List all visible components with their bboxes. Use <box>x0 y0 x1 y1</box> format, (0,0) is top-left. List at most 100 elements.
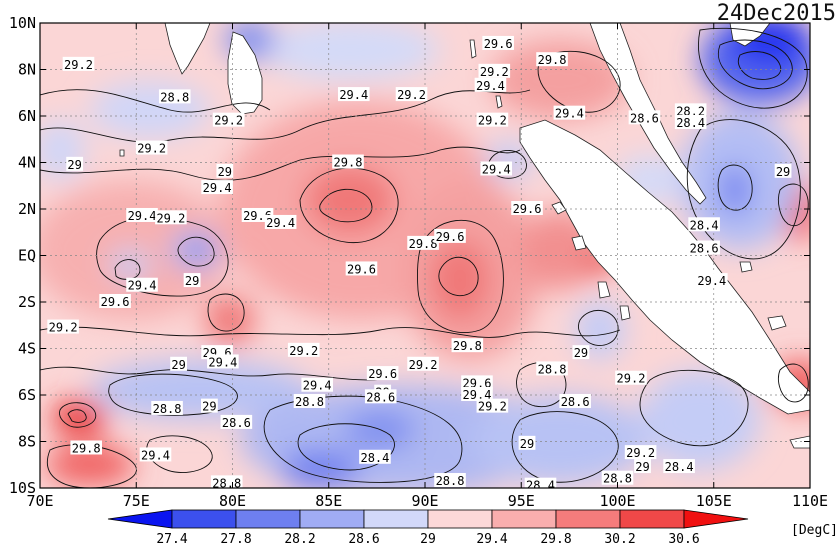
contour-label-bg <box>407 235 439 250</box>
contour-label: 29.2 <box>156 211 185 225</box>
contour-label: 28.4 <box>676 116 705 130</box>
contour-label: 28.4 <box>526 479 555 493</box>
y-tick-label: 2S <box>18 293 36 311</box>
contour-label-bg <box>135 140 168 155</box>
bangka-island <box>767 315 787 331</box>
contour-label: 29.2 <box>397 88 426 102</box>
y-tick-label: 8S <box>18 433 36 451</box>
units-label: [DegC] <box>791 523 838 538</box>
contour-label-bg <box>601 470 634 485</box>
colorbar-level-label: 30.2 <box>604 532 635 545</box>
contour-label: 28.8 <box>603 472 632 486</box>
y-tick-label: 10N <box>9 14 36 32</box>
y-tick-label: 8N <box>18 61 36 79</box>
contour-label-bg <box>366 366 399 381</box>
contour-label-bg <box>615 370 647 385</box>
contour-label: 29.2 <box>626 446 655 460</box>
contour-label-bg <box>47 319 79 334</box>
java-coast <box>789 435 810 449</box>
contour-label: 29.6 <box>513 202 542 216</box>
contour-label: 29 <box>574 346 588 360</box>
contour-label: 29.2 <box>64 58 93 72</box>
contour-label: 29 <box>171 358 185 372</box>
contour-label-bg <box>337 87 370 102</box>
colorbar-level-label: 30.6 <box>668 532 699 545</box>
contour-label-bg <box>201 180 233 195</box>
contour-label-bg <box>301 377 333 392</box>
colorbar-segment <box>299 509 365 529</box>
contour-label-bg <box>674 114 707 129</box>
contour-label-bg <box>264 214 297 229</box>
y-tick-label: 6S <box>18 386 36 404</box>
contour-label: 29.4 <box>128 279 157 293</box>
colorbar-segment <box>171 509 237 529</box>
sri-lanka <box>227 31 263 115</box>
colorbar-level-label: 29 <box>420 532 436 545</box>
colorbar-segment <box>235 509 301 529</box>
contour-label-bg <box>451 338 484 353</box>
x-tick-label: 95E <box>508 492 535 510</box>
contour-label-bg <box>696 273 728 288</box>
contour-label-bg <box>345 261 378 276</box>
contour-label: 29.4 <box>141 448 170 462</box>
contour-label: 28.8 <box>160 90 189 104</box>
contour-label: 29.8 <box>409 237 438 251</box>
axis-ticks <box>39 22 811 489</box>
contour-label: 29.2 <box>137 142 166 156</box>
contour-label-bg <box>66 156 84 171</box>
contour-label: 29.2 <box>409 358 438 372</box>
sst-field <box>40 23 810 488</box>
contour-label: 28.8 <box>212 476 241 490</box>
colorbar-segment <box>619 509 685 529</box>
contour-label-bg <box>151 400 183 415</box>
contour-label: 29.2 <box>289 344 318 358</box>
contour-label-bg <box>332 154 364 169</box>
maldives-island <box>119 149 125 157</box>
x-tick-label: 75E <box>123 492 150 510</box>
pagai-island <box>619 305 631 321</box>
contour-label: 29.4 <box>482 162 511 176</box>
contour-label-bg <box>139 447 172 462</box>
contour-label: 29.6 <box>436 230 465 244</box>
x-tick-label: 110E <box>792 492 828 510</box>
india-coast <box>164 23 211 75</box>
contour-label-bg <box>201 398 218 413</box>
contour-label: 29.6 <box>463 376 492 390</box>
y-tick-label: 4S <box>18 340 36 358</box>
nias-island <box>571 235 587 251</box>
contour-label: 29 <box>635 460 649 474</box>
contour-label: 29.4 <box>303 379 332 393</box>
contour-label: 29 <box>218 165 232 179</box>
contour-label: 29 <box>185 274 199 288</box>
contour-label: 28.4 <box>665 460 694 474</box>
contour-label: 28.8 <box>538 362 567 376</box>
siberut-island <box>597 281 611 299</box>
date-label: 24Dec2015 <box>717 1 836 26</box>
contour-label: 29.8 <box>538 53 567 67</box>
contour-label-bg <box>628 110 661 125</box>
contour-label: 29 <box>202 400 216 414</box>
contour-label-bg <box>480 161 513 176</box>
contour-label: 29.2 <box>214 114 243 128</box>
contour-label: 28.2 <box>676 104 705 118</box>
contour-label-bg <box>553 105 586 120</box>
contour-label: 29.2 <box>49 321 78 335</box>
contour-label-bg <box>212 112 245 127</box>
contour-label-bg <box>407 356 439 371</box>
contour-label-bg <box>207 354 239 369</box>
contour-label-bg <box>155 210 187 225</box>
colorbar-segment <box>427 509 493 529</box>
y-tick-label: 2N <box>18 200 36 218</box>
andaman-island <box>469 39 477 59</box>
contour-label: 28.6 <box>366 390 395 404</box>
contour-label-bg <box>183 273 201 288</box>
y-tick-label: 6N <box>18 107 36 125</box>
contour-label: 29.2 <box>478 400 507 414</box>
contour-label: 29.4 <box>128 209 157 223</box>
contour-label-bg <box>476 398 509 413</box>
contour-label: 29.4 <box>266 216 295 230</box>
contour-label-bg <box>434 228 466 243</box>
contour-label-bg <box>634 459 651 474</box>
contour-label: 29.2 <box>480 65 509 79</box>
